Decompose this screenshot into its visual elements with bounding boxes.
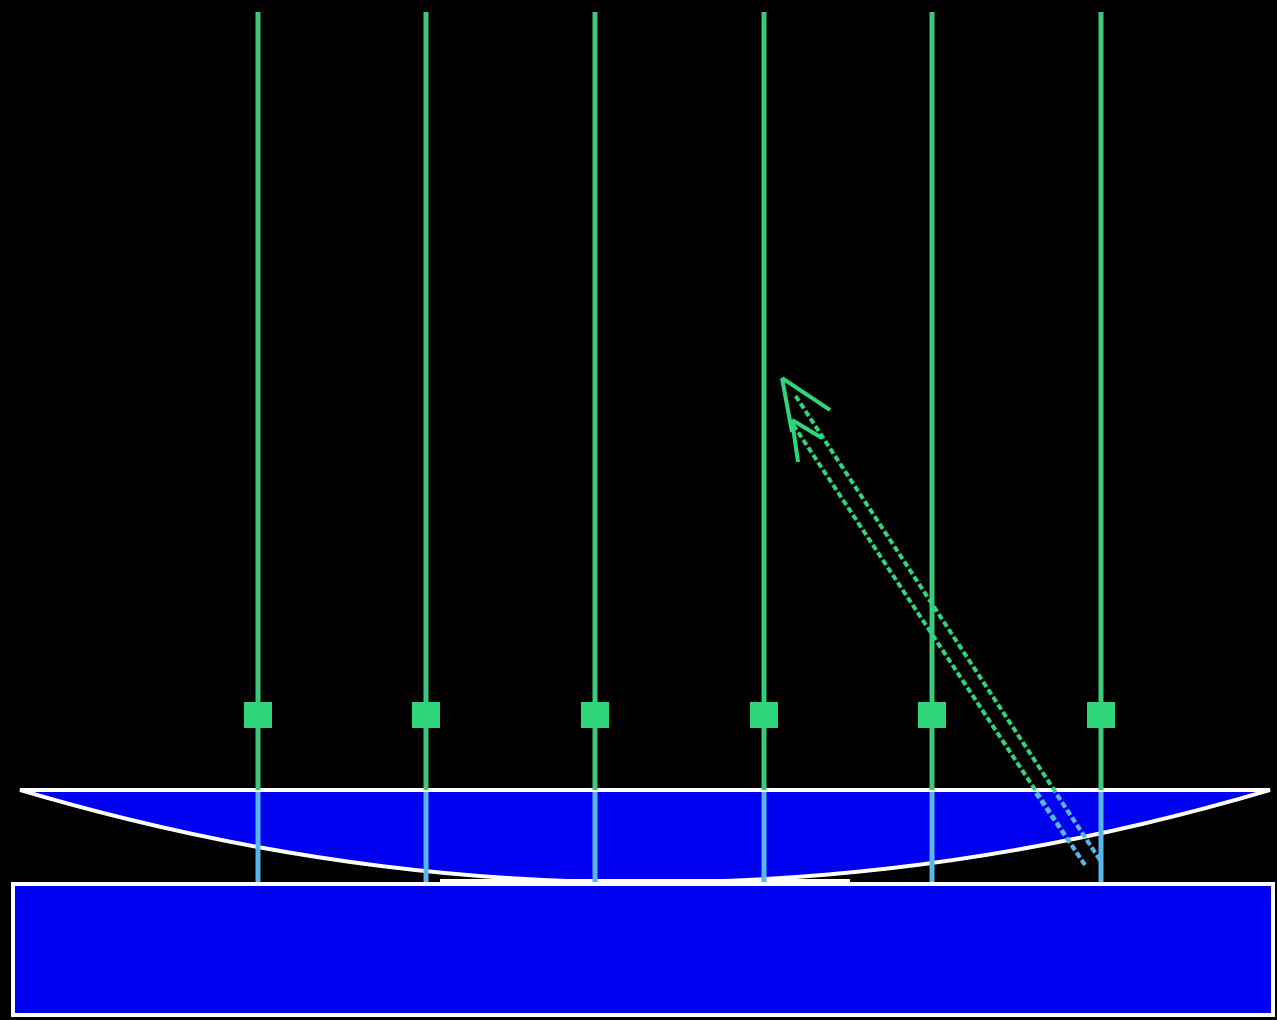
marker bbox=[1087, 702, 1115, 728]
marker bbox=[412, 702, 440, 728]
reflected-ray bbox=[793, 393, 1102, 862]
reflected-ray-in-lens bbox=[1053, 790, 1102, 862]
reflected-ray-in-lens bbox=[1033, 790, 1087, 867]
marker bbox=[581, 702, 609, 728]
ray-markers bbox=[244, 702, 1115, 728]
marker bbox=[750, 702, 778, 728]
rays-in-lens bbox=[255, 792, 1104, 882]
arrow-head bbox=[780, 376, 832, 463]
marker bbox=[918, 702, 946, 728]
incident-rays bbox=[255, 12, 1104, 790]
reflected-rays-in-lens bbox=[1033, 790, 1102, 867]
reflected-rays bbox=[780, 376, 1102, 867]
marker bbox=[244, 702, 272, 728]
reflected-ray bbox=[788, 418, 1087, 867]
glass-plate bbox=[11, 882, 1275, 1017]
